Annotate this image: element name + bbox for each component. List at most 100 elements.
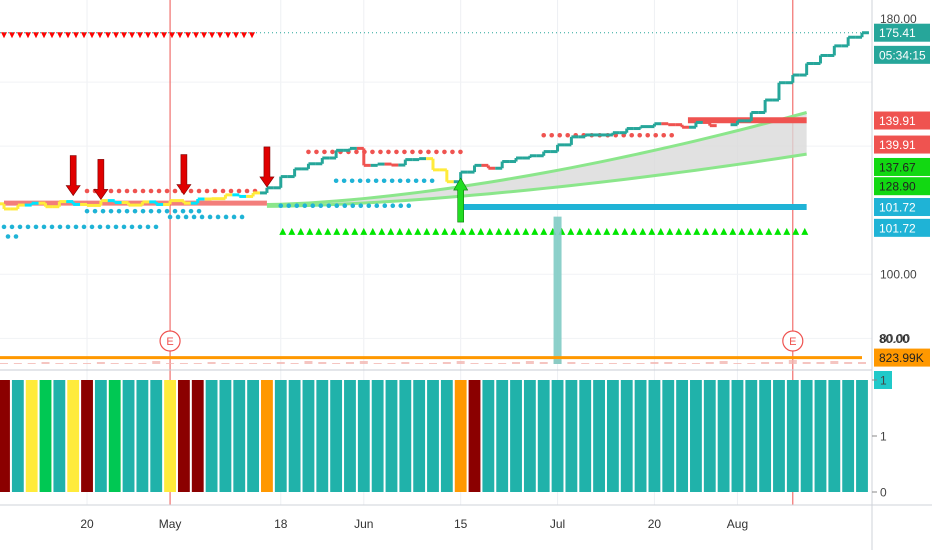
volume-bar bbox=[179, 363, 188, 364]
volume-bar bbox=[276, 362, 285, 364]
resistance-dot bbox=[442, 149, 447, 155]
support-dot bbox=[358, 203, 364, 209]
support-dot bbox=[175, 214, 181, 220]
time-tick-label: Jun bbox=[354, 517, 373, 531]
time-axis[interactable]: 20 May 18 Jun 15 Jul 20 Aug bbox=[0, 504, 932, 531]
support-dot bbox=[49, 224, 55, 230]
buy-zone-triangle bbox=[693, 227, 701, 235]
support-dot bbox=[310, 203, 316, 209]
volume-bar bbox=[193, 363, 202, 364]
indicator-bar bbox=[302, 380, 315, 492]
indicator-bar bbox=[25, 380, 38, 492]
volume-bar bbox=[152, 361, 161, 364]
indicator-bar bbox=[344, 380, 356, 492]
support-dot bbox=[73, 224, 79, 230]
indicator-tick-label: 1 bbox=[880, 430, 887, 444]
resistance-dot bbox=[418, 149, 423, 155]
indicator-bar bbox=[482, 380, 495, 492]
indicator-bar bbox=[593, 380, 605, 492]
indicator-bar bbox=[537, 380, 550, 492]
indicator-bar bbox=[842, 380, 855, 492]
support-dot bbox=[398, 203, 404, 209]
sell-arrow bbox=[93, 159, 109, 200]
sell-zone-triangle bbox=[9, 32, 15, 39]
volume-bar bbox=[470, 363, 479, 364]
time-tick-label: Aug bbox=[727, 517, 748, 531]
support-dot bbox=[121, 224, 127, 230]
buy-zone-triangle bbox=[801, 227, 809, 235]
support-dot bbox=[278, 203, 284, 209]
resistance-dot bbox=[124, 188, 130, 194]
support-dot bbox=[382, 203, 388, 209]
support-dot bbox=[97, 224, 103, 230]
volume-bar bbox=[304, 361, 313, 364]
indicator-bar bbox=[800, 380, 813, 492]
resistance-dot bbox=[661, 132, 667, 138]
support-dot bbox=[25, 224, 31, 230]
volume-bar bbox=[844, 362, 853, 364]
indicator-bar bbox=[53, 380, 66, 492]
price-marker-label: 823.99K bbox=[879, 351, 924, 365]
earnings-label: E bbox=[789, 336, 796, 348]
volume-bar bbox=[761, 362, 770, 364]
volume-bar bbox=[525, 361, 534, 364]
price-tick-label: 100.00 bbox=[880, 267, 917, 281]
support-dot bbox=[357, 178, 363, 184]
buy-zone-triangle bbox=[495, 227, 503, 235]
support-dot bbox=[132, 208, 138, 214]
volume-bar bbox=[691, 363, 700, 364]
buy-zone-triangle bbox=[279, 227, 287, 235]
indicator-bar bbox=[856, 380, 868, 492]
indicator-bar bbox=[205, 380, 218, 492]
sell-zone-triangle bbox=[81, 32, 87, 39]
buy-zone-triangle bbox=[531, 227, 539, 235]
sell-arrow bbox=[259, 146, 275, 188]
volume-bar bbox=[719, 361, 728, 364]
sell-zone-triangle bbox=[225, 32, 231, 39]
buy-zone-triangle bbox=[675, 227, 683, 235]
price-marker-box bbox=[874, 198, 930, 217]
sell-zone-triangle bbox=[249, 32, 255, 39]
earnings-marker bbox=[159, 330, 181, 352]
resistance-dot bbox=[653, 132, 659, 138]
indicator-bar bbox=[648, 380, 661, 492]
indicator-pane[interactable] bbox=[0, 369, 872, 492]
price-marker-label: 05:34:15 bbox=[879, 48, 926, 62]
volume-bar bbox=[13, 363, 22, 364]
volume-bar bbox=[442, 362, 451, 364]
buy-zone-triangle bbox=[576, 227, 584, 235]
indicator-bar bbox=[136, 380, 149, 492]
resistance-dot bbox=[220, 188, 226, 194]
resistance-dot bbox=[314, 149, 319, 155]
sell-zone-triangle bbox=[161, 32, 167, 39]
sell-zone-triangle bbox=[145, 32, 151, 39]
buy-zone-triangle bbox=[720, 227, 728, 235]
time-tick-label: Jul bbox=[550, 517, 565, 531]
sell-zone-triangle bbox=[17, 32, 23, 39]
sell-zone-triangle bbox=[153, 32, 159, 39]
buy-zone-triangle bbox=[666, 227, 674, 235]
volume-bar bbox=[221, 363, 230, 364]
price-marker-label: 101.72 bbox=[879, 201, 916, 215]
buy-zone-triangle bbox=[396, 227, 404, 235]
support-dot bbox=[148, 208, 154, 214]
indicator-bar bbox=[551, 380, 564, 492]
support-dot bbox=[294, 203, 300, 209]
support-dot bbox=[108, 208, 114, 214]
buy-zone-triangle bbox=[612, 227, 620, 235]
time-tick-label: 20 bbox=[648, 517, 662, 531]
resistance-dot bbox=[196, 188, 202, 194]
price-marker-label: 80.00 bbox=[879, 332, 909, 346]
indicator-bar bbox=[11, 380, 24, 492]
sell-zone-triangle bbox=[129, 32, 135, 39]
support-dot bbox=[33, 224, 39, 230]
support-dot bbox=[172, 208, 178, 214]
sell-zone-triangle bbox=[105, 32, 111, 39]
support-dot bbox=[231, 214, 237, 220]
buy-zone-triangle bbox=[324, 227, 332, 235]
buy-zone-triangle bbox=[333, 227, 341, 235]
volume-bar bbox=[41, 362, 50, 364]
